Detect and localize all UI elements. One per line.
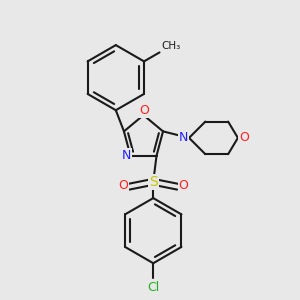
Text: O: O (239, 131, 249, 144)
Text: Cl: Cl (147, 281, 159, 294)
Text: O: O (139, 104, 149, 117)
Text: CH₃: CH₃ (161, 41, 180, 51)
Text: S: S (149, 175, 158, 189)
Text: O: O (118, 178, 128, 192)
Text: N: N (178, 131, 188, 144)
Text: O: O (178, 178, 188, 192)
Text: N: N (122, 149, 131, 162)
